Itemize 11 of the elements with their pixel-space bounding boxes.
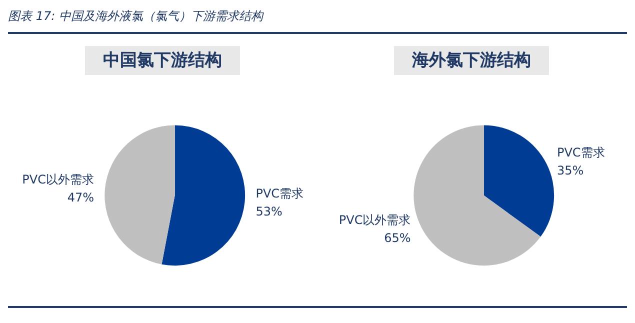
- chart-title: 中国氯下游结构: [103, 50, 222, 70]
- chart-title: 海外氯下游结构: [411, 50, 531, 70]
- data-label: 47%: [67, 190, 94, 204]
- data-label: 53%: [256, 204, 282, 218]
- slice-label: PVC以外需求: [338, 213, 411, 228]
- text: 图表 17: 中国及海外液氯（氯气）下游需求结构: [8, 9, 263, 23]
- slice-label: PVC需求: [256, 186, 304, 200]
- data-label: 35%: [556, 164, 584, 178]
- data-label: 65%: [384, 231, 411, 246]
- slice-label: PVC需求: [556, 146, 605, 160]
- slice-label: PVC以外需求: [22, 172, 94, 186]
